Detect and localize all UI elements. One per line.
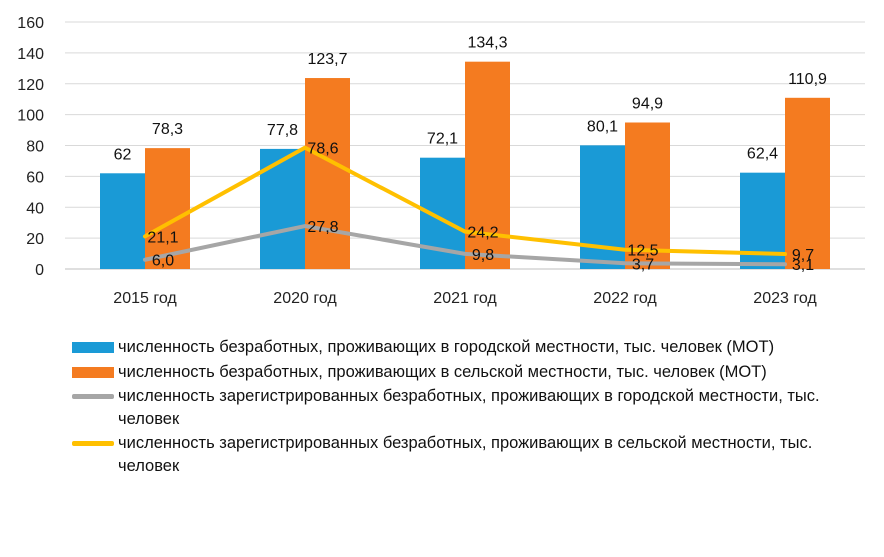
y-tick-label: 40 [26,200,44,217]
legend-label-rural-mot: численность безработных, проживающих в с… [118,362,767,381]
line-data-label: 3,1 [792,257,814,274]
legend-label-urban-mot: численность безработных, проживающих в г… [118,338,775,356]
bar-data-label: 94,9 [632,95,663,112]
chart-plot-area: 0 20 40 60 80 100 120 140 160 62 77,8 72,1 80,1 62,4… [17,15,865,307]
y-tick-label: 20 [26,231,44,248]
legend-swatch-rural-registered [72,441,114,446]
chart-legend: численность безработных, проживающих в г… [72,336,872,479]
legend-label-rural-registered: численность зарегистрированных безработн… [118,434,813,475]
bar-data-label: 80,1 [587,118,618,135]
x-category-label: 2023 год [753,290,817,307]
legend-item-rural-mot: численность безработных, проживающих в с… [72,361,872,384]
x-category-label: 2021 год [433,290,497,307]
bar-data-label: 62,4 [747,146,778,163]
legend-item-urban-mot: численность безработных, проживающих в г… [72,336,872,359]
y-tick-label: 0 [35,262,44,279]
bar-series-1-1 [305,78,350,270]
y-tick-label: 80 [26,139,44,156]
bar-data-label: 78,3 [152,121,183,138]
y-tick-label: 100 [17,108,44,125]
line-data-label: 78,6 [307,141,338,158]
y-tick-label: 120 [17,77,44,94]
x-category-label: 2015 год [113,290,177,307]
y-tick-label: 60 [26,169,44,186]
y-tick-label: 140 [17,46,44,63]
legend-swatch-urban-registered [72,394,114,399]
line-data-label: 24,2 [467,225,498,242]
line-data-label: 9,8 [472,247,494,264]
bar-series-1-3 [625,122,670,269]
legend-label-urban-registered: численность зарегистрированных безработн… [118,387,820,428]
legend-item-rural-registered: численность зарегистрированных безработн… [72,432,872,477]
bar-series-1-0 [145,148,190,269]
line-data-label: 12,5 [627,243,658,260]
line-data-label: 3,7 [632,256,654,273]
bar-series-1-4 [785,97,830,269]
bar-data-label: 134,3 [467,35,507,52]
bar-data-label: 72,1 [427,131,458,148]
bar-data-label: 123,7 [307,51,347,68]
line-data-label: 9,7 [792,247,814,264]
bar-data-label: 77,8 [267,122,298,139]
x-category-label: 2020 год [273,290,337,307]
bar-series-0-0 [100,173,145,269]
legend-item-urban-registered: численность зарегистрированных безработн… [72,385,872,430]
y-tick-label: 160 [17,15,44,32]
x-category-label: 2022 год [593,290,657,307]
line-data-label: 21,1 [147,229,178,246]
legend-swatch-urban-mot [72,342,114,353]
bar-data-label: 62 [114,146,132,163]
line-data-label: 6,0 [152,253,174,270]
bar-data-label: 110,9 [788,71,827,88]
line-data-label: 27,8 [307,219,338,236]
legend-swatch-rural-mot [72,366,114,378]
